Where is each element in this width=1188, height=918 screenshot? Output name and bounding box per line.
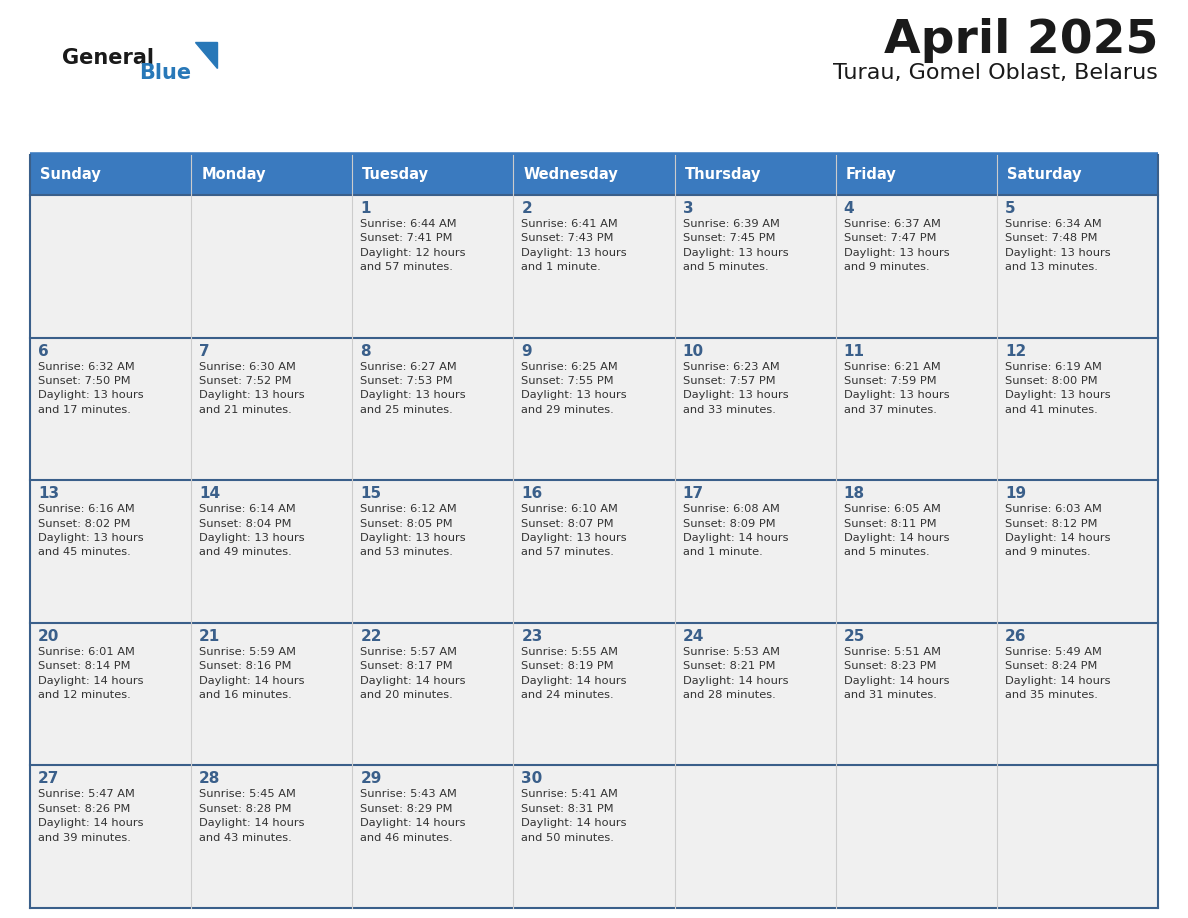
- Text: Saturday: Saturday: [1007, 167, 1081, 183]
- Text: Friday: Friday: [846, 167, 897, 183]
- Text: 8: 8: [360, 343, 371, 359]
- Text: Sunrise: 6:03 AM
Sunset: 8:12 PM
Daylight: 14 hours
and 9 minutes.: Sunrise: 6:03 AM Sunset: 8:12 PM Dayligh…: [1005, 504, 1111, 557]
- Text: Wednesday: Wednesday: [524, 167, 618, 183]
- Text: Sunrise: 6:05 AM
Sunset: 8:11 PM
Daylight: 14 hours
and 5 minutes.: Sunrise: 6:05 AM Sunset: 8:11 PM Dayligh…: [843, 504, 949, 557]
- Text: Sunrise: 6:44 AM
Sunset: 7:41 PM
Daylight: 12 hours
and 57 minutes.: Sunrise: 6:44 AM Sunset: 7:41 PM Dayligh…: [360, 219, 466, 273]
- Text: 15: 15: [360, 487, 381, 501]
- Text: Sunrise: 5:57 AM
Sunset: 8:17 PM
Daylight: 14 hours
and 20 minutes.: Sunrise: 5:57 AM Sunset: 8:17 PM Dayligh…: [360, 647, 466, 700]
- Text: Sunrise: 6:10 AM
Sunset: 8:07 PM
Daylight: 13 hours
and 57 minutes.: Sunrise: 6:10 AM Sunset: 8:07 PM Dayligh…: [522, 504, 627, 557]
- Text: 21: 21: [200, 629, 221, 644]
- Text: Sunrise: 6:41 AM
Sunset: 7:43 PM
Daylight: 13 hours
and 1 minute.: Sunrise: 6:41 AM Sunset: 7:43 PM Dayligh…: [522, 219, 627, 273]
- Text: 4: 4: [843, 201, 854, 216]
- Text: 6: 6: [38, 343, 49, 359]
- Text: Sunrise: 5:51 AM
Sunset: 8:23 PM
Daylight: 14 hours
and 31 minutes.: Sunrise: 5:51 AM Sunset: 8:23 PM Dayligh…: [843, 647, 949, 700]
- Bar: [835, 155, 997, 195]
- Text: Sunrise: 6:19 AM
Sunset: 8:00 PM
Daylight: 13 hours
and 41 minutes.: Sunrise: 6:19 AM Sunset: 8:00 PM Dayligh…: [1005, 362, 1111, 415]
- Bar: [675, 155, 835, 195]
- Text: 26: 26: [1005, 629, 1026, 644]
- Text: 22: 22: [360, 629, 381, 644]
- Text: 14: 14: [200, 487, 220, 501]
- Text: Sunrise: 5:47 AM
Sunset: 8:26 PM
Daylight: 14 hours
and 39 minutes.: Sunrise: 5:47 AM Sunset: 8:26 PM Dayligh…: [38, 789, 144, 843]
- Text: Sunrise: 6:34 AM
Sunset: 7:48 PM
Daylight: 13 hours
and 13 minutes.: Sunrise: 6:34 AM Sunset: 7:48 PM Dayligh…: [1005, 219, 1111, 273]
- Polygon shape: [195, 42, 217, 68]
- Text: Sunrise: 6:14 AM
Sunset: 8:04 PM
Daylight: 13 hours
and 49 minutes.: Sunrise: 6:14 AM Sunset: 8:04 PM Dayligh…: [200, 504, 305, 557]
- Text: 25: 25: [843, 629, 865, 644]
- Text: Sunrise: 6:27 AM
Sunset: 7:53 PM
Daylight: 13 hours
and 25 minutes.: Sunrise: 6:27 AM Sunset: 7:53 PM Dayligh…: [360, 362, 466, 415]
- Text: 30: 30: [522, 771, 543, 787]
- Bar: [30, 338, 1158, 480]
- Text: 11: 11: [843, 343, 865, 359]
- Text: Blue: Blue: [139, 63, 191, 83]
- Text: 19: 19: [1005, 487, 1026, 501]
- Bar: [30, 622, 1158, 766]
- Text: 24: 24: [683, 629, 704, 644]
- Text: General: General: [62, 48, 154, 68]
- Text: 18: 18: [843, 487, 865, 501]
- Text: Sunrise: 6:37 AM
Sunset: 7:47 PM
Daylight: 13 hours
and 9 minutes.: Sunrise: 6:37 AM Sunset: 7:47 PM Dayligh…: [843, 219, 949, 273]
- Bar: [30, 480, 1158, 622]
- Text: 2: 2: [522, 201, 532, 216]
- Text: Sunrise: 6:16 AM
Sunset: 8:02 PM
Daylight: 13 hours
and 45 minutes.: Sunrise: 6:16 AM Sunset: 8:02 PM Dayligh…: [38, 504, 144, 557]
- Text: Sunrise: 6:25 AM
Sunset: 7:55 PM
Daylight: 13 hours
and 29 minutes.: Sunrise: 6:25 AM Sunset: 7:55 PM Dayligh…: [522, 362, 627, 415]
- Text: Sunrise: 6:21 AM
Sunset: 7:59 PM
Daylight: 13 hours
and 37 minutes.: Sunrise: 6:21 AM Sunset: 7:59 PM Dayligh…: [843, 362, 949, 415]
- Bar: [353, 155, 513, 195]
- Text: Turau, Gomel Oblast, Belarus: Turau, Gomel Oblast, Belarus: [833, 63, 1158, 83]
- Text: 3: 3: [683, 201, 693, 216]
- Text: 28: 28: [200, 771, 221, 787]
- Text: 17: 17: [683, 487, 703, 501]
- Text: Sunrise: 6:01 AM
Sunset: 8:14 PM
Daylight: 14 hours
and 12 minutes.: Sunrise: 6:01 AM Sunset: 8:14 PM Dayligh…: [38, 647, 144, 700]
- Text: April 2025: April 2025: [884, 18, 1158, 63]
- Text: 23: 23: [522, 629, 543, 644]
- Text: Sunrise: 5:41 AM
Sunset: 8:31 PM
Daylight: 14 hours
and 50 minutes.: Sunrise: 5:41 AM Sunset: 8:31 PM Dayligh…: [522, 789, 627, 843]
- Bar: [30, 155, 191, 195]
- Bar: [191, 155, 353, 195]
- Text: 1: 1: [360, 201, 371, 216]
- Text: Sunrise: 5:55 AM
Sunset: 8:19 PM
Daylight: 14 hours
and 24 minutes.: Sunrise: 5:55 AM Sunset: 8:19 PM Dayligh…: [522, 647, 627, 700]
- Text: 16: 16: [522, 487, 543, 501]
- Text: Tuesday: Tuesday: [362, 167, 429, 183]
- Text: 12: 12: [1005, 343, 1026, 359]
- Text: Sunrise: 5:53 AM
Sunset: 8:21 PM
Daylight: 14 hours
and 28 minutes.: Sunrise: 5:53 AM Sunset: 8:21 PM Dayligh…: [683, 647, 788, 700]
- Text: Sunrise: 6:32 AM
Sunset: 7:50 PM
Daylight: 13 hours
and 17 minutes.: Sunrise: 6:32 AM Sunset: 7:50 PM Dayligh…: [38, 362, 144, 415]
- Text: Sunrise: 5:59 AM
Sunset: 8:16 PM
Daylight: 14 hours
and 16 minutes.: Sunrise: 5:59 AM Sunset: 8:16 PM Dayligh…: [200, 647, 304, 700]
- Text: Sunrise: 6:12 AM
Sunset: 8:05 PM
Daylight: 13 hours
and 53 minutes.: Sunrise: 6:12 AM Sunset: 8:05 PM Dayligh…: [360, 504, 466, 557]
- Text: 5: 5: [1005, 201, 1016, 216]
- Text: 10: 10: [683, 343, 703, 359]
- Text: Sunrise: 6:23 AM
Sunset: 7:57 PM
Daylight: 13 hours
and 33 minutes.: Sunrise: 6:23 AM Sunset: 7:57 PM Dayligh…: [683, 362, 788, 415]
- Bar: [30, 766, 1158, 908]
- Bar: [513, 155, 675, 195]
- Text: 20: 20: [38, 629, 59, 644]
- Text: Sunrise: 5:43 AM
Sunset: 8:29 PM
Daylight: 14 hours
and 46 minutes.: Sunrise: 5:43 AM Sunset: 8:29 PM Dayligh…: [360, 789, 466, 843]
- Text: Sunrise: 6:30 AM
Sunset: 7:52 PM
Daylight: 13 hours
and 21 minutes.: Sunrise: 6:30 AM Sunset: 7:52 PM Dayligh…: [200, 362, 305, 415]
- Text: 7: 7: [200, 343, 210, 359]
- Text: Sunday: Sunday: [40, 167, 101, 183]
- Bar: [30, 195, 1158, 338]
- Text: 27: 27: [38, 771, 59, 787]
- Text: 9: 9: [522, 343, 532, 359]
- Text: Sunrise: 5:49 AM
Sunset: 8:24 PM
Daylight: 14 hours
and 35 minutes.: Sunrise: 5:49 AM Sunset: 8:24 PM Dayligh…: [1005, 647, 1111, 700]
- Text: Thursday: Thursday: [684, 167, 762, 183]
- Text: 29: 29: [360, 771, 381, 787]
- Bar: [997, 155, 1158, 195]
- Text: Sunrise: 6:39 AM
Sunset: 7:45 PM
Daylight: 13 hours
and 5 minutes.: Sunrise: 6:39 AM Sunset: 7:45 PM Dayligh…: [683, 219, 788, 273]
- Text: Monday: Monday: [201, 167, 266, 183]
- Text: Sunrise: 5:45 AM
Sunset: 8:28 PM
Daylight: 14 hours
and 43 minutes.: Sunrise: 5:45 AM Sunset: 8:28 PM Dayligh…: [200, 789, 304, 843]
- Text: 13: 13: [38, 487, 59, 501]
- Text: Sunrise: 6:08 AM
Sunset: 8:09 PM
Daylight: 14 hours
and 1 minute.: Sunrise: 6:08 AM Sunset: 8:09 PM Dayligh…: [683, 504, 788, 557]
